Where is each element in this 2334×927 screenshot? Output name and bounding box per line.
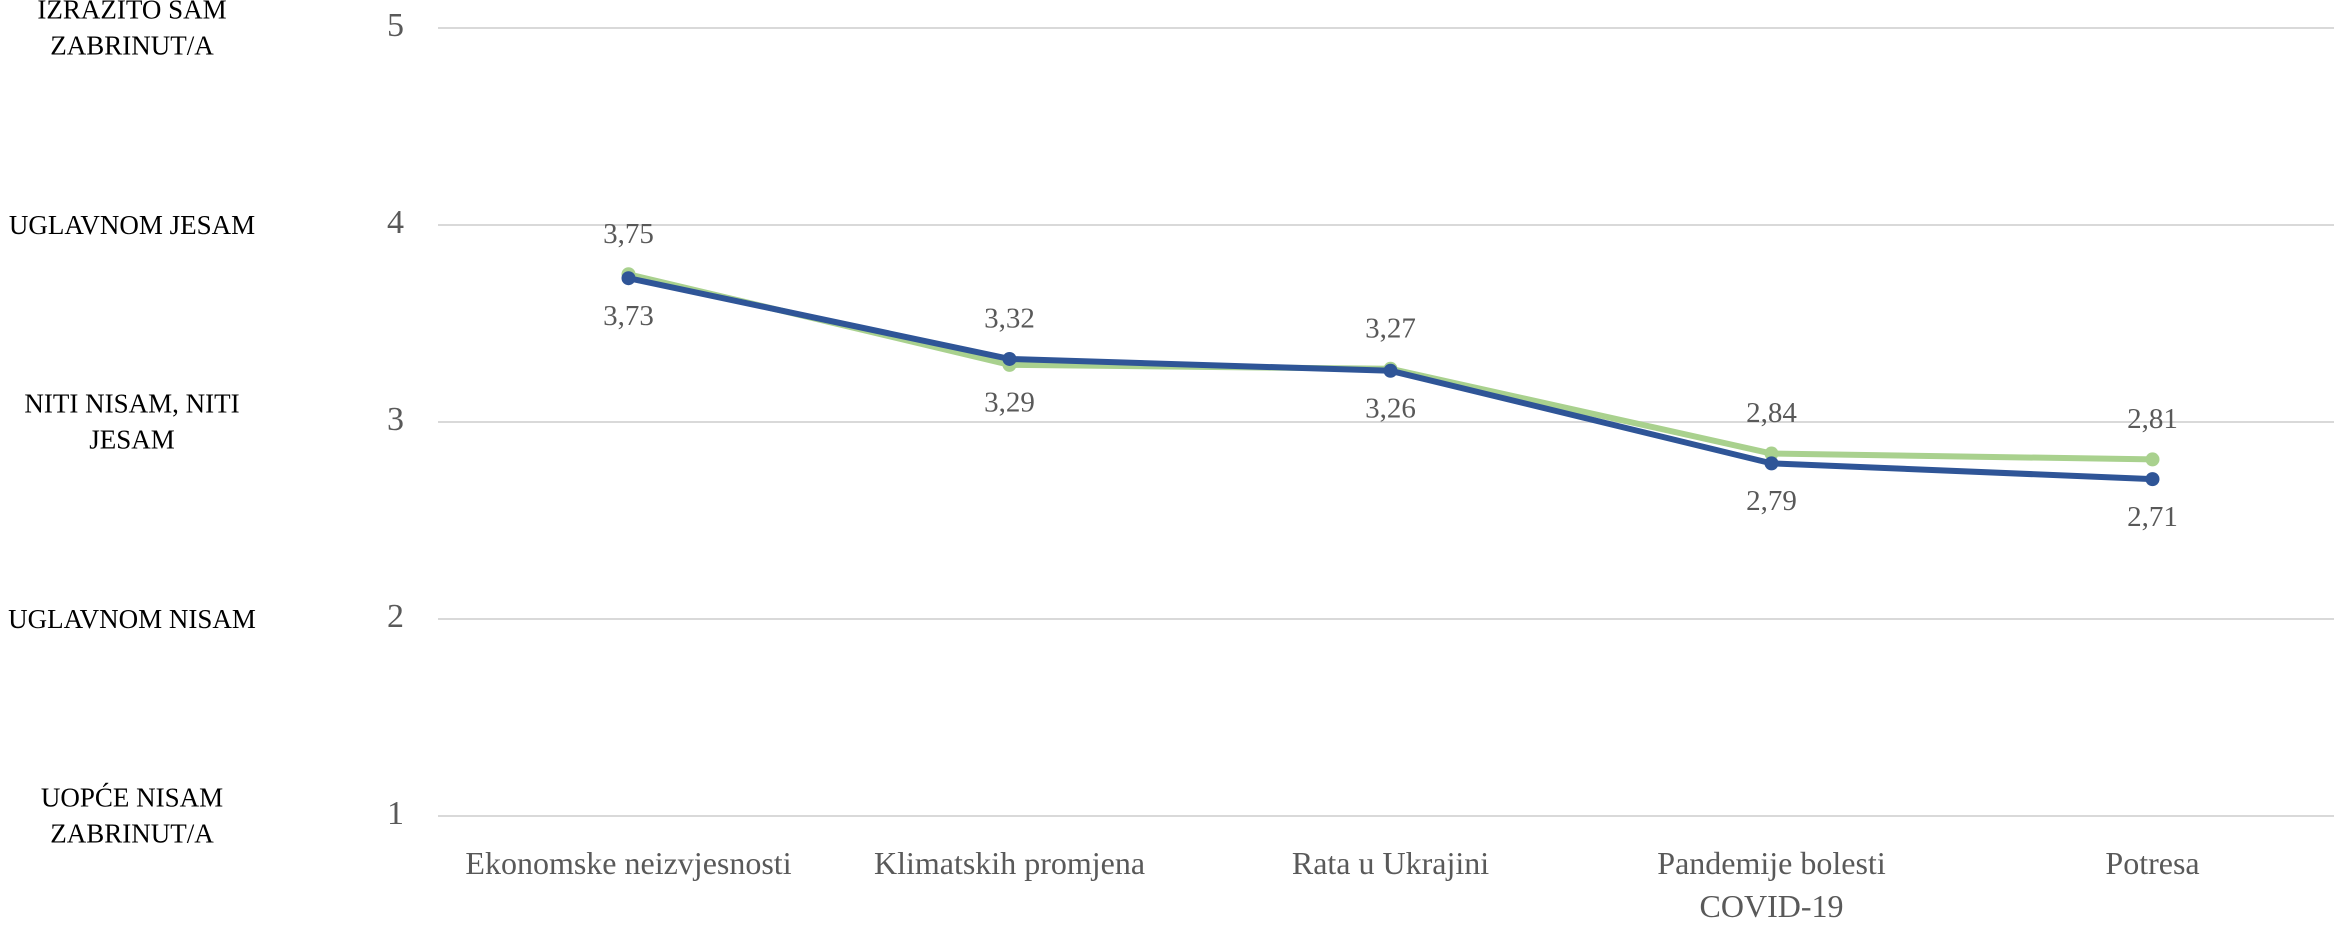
- data-label: 3,27: [1365, 312, 1416, 344]
- marker: [2145, 472, 2160, 487]
- marker: [621, 271, 636, 286]
- y-tick-description: UGLAVNOM NISAM: [8, 603, 256, 634]
- marker: [1764, 456, 1779, 471]
- x-tick-label: Potresa: [2105, 845, 2200, 881]
- data-label: 2,71: [2127, 501, 2178, 533]
- y-tick-description: NITI NISAM, NITI JESAM: [24, 388, 240, 455]
- marker: [1764, 446, 1779, 461]
- y-tick-label: 3: [387, 401, 404, 438]
- x-tick-label: Rata u Ukrajini: [1291, 845, 1490, 881]
- data-label: 3,32: [984, 303, 1035, 335]
- y-tick-label: 1: [387, 795, 404, 832]
- marker: [2145, 452, 2160, 467]
- y-tick-label: 5: [387, 7, 404, 44]
- x-tick-label: Ekonomske neizvjesnosti: [465, 845, 792, 881]
- y-tick-description: IZRAZITO SAM ZABRINUT/A: [37, 0, 227, 61]
- data-label: 3,26: [1365, 392, 1416, 424]
- marker: [1383, 363, 1398, 378]
- data-label: 2,79: [1746, 485, 1797, 517]
- data-label: 3,73: [603, 300, 654, 332]
- marker: [1002, 351, 1017, 366]
- data-label: 2,81: [2127, 403, 2178, 435]
- x-tick-label: Pandemije bolesti COVID-19: [1657, 845, 1886, 925]
- y-tick-description: UOPĆE NISAM ZABRINUT/A: [40, 782, 224, 849]
- x-tick-label: Klimatskih promjena: [873, 845, 1146, 881]
- y-tick-label: 4: [387, 204, 404, 241]
- y-tick-description: UGLAVNOM JESAM: [8, 209, 256, 240]
- line-series: [627, 275, 2153, 483]
- data-label: 3,75: [603, 218, 654, 250]
- y-tick-label: 2: [387, 598, 404, 635]
- data-label: 2,84: [1746, 397, 1797, 429]
- data-label: 3,29: [984, 387, 1035, 419]
